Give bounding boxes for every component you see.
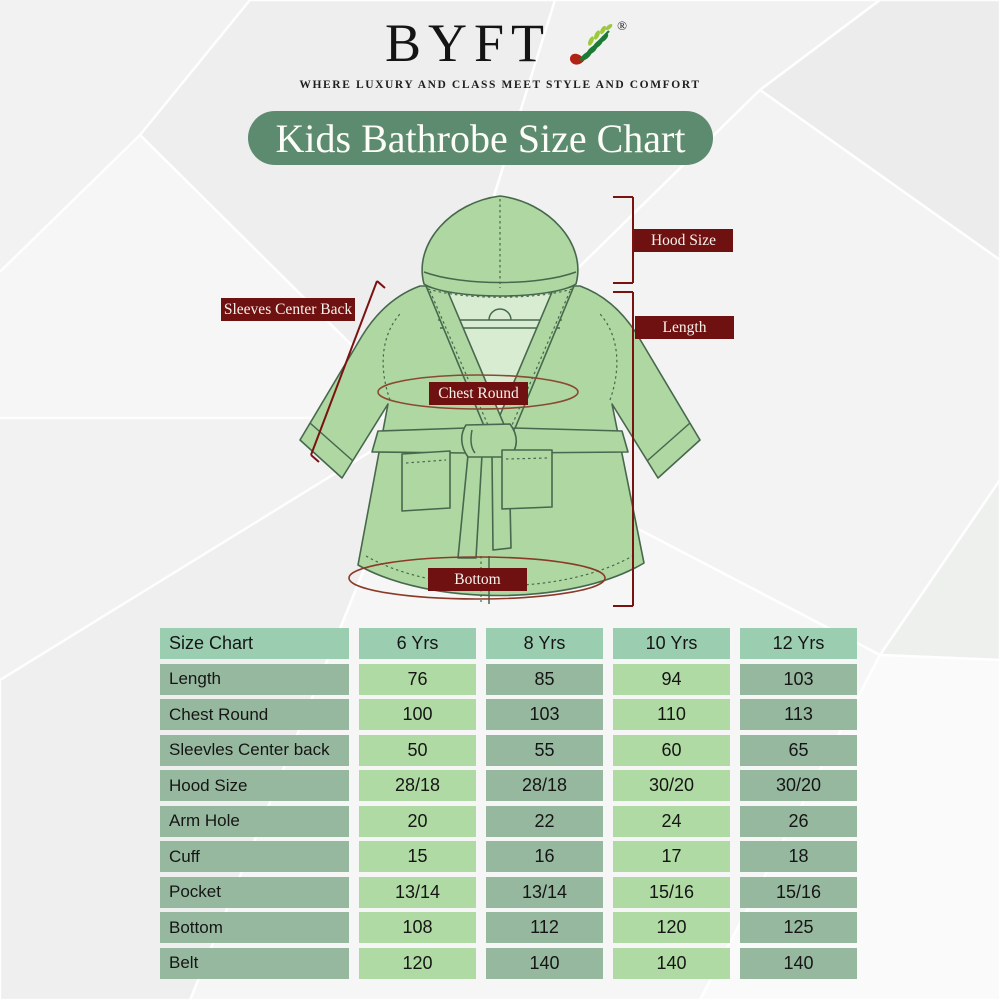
row-label: Cuff [160, 841, 349, 872]
label-bottom: Bottom [428, 568, 527, 591]
size-value: 140 [486, 947, 603, 979]
column-header: 6 Yrs [359, 628, 476, 659]
size-value: 20 [359, 805, 476, 837]
label-sleeves-center-back: Sleeves Center Back [221, 298, 355, 321]
bottom-ellipse [348, 556, 606, 600]
size-value: 94 [613, 663, 730, 695]
size-value: 28/18 [486, 770, 603, 801]
size-value: 112 [486, 912, 603, 943]
size-value: 18 [740, 841, 857, 872]
size-value: 13/14 [359, 876, 476, 908]
size-value: 17 [613, 841, 730, 872]
size-value: 120 [613, 912, 730, 943]
label-chest-round: Chest Round [429, 382, 528, 405]
size-value: 110 [613, 699, 730, 730]
size-value: 103 [486, 699, 603, 730]
size-value: 120 [359, 947, 476, 979]
size-value: 13/14 [486, 876, 603, 908]
row-label: Hood Size [160, 770, 349, 801]
leaf-branch-icon [569, 24, 613, 65]
hood-size-bracket [613, 196, 634, 284]
sleeves-measure-line [310, 280, 386, 463]
label-length: Length [635, 316, 734, 339]
size-table: Size Chart 6 Yrs 8 Yrs 10 Yrs 12 Yrs Length 76… [160, 628, 857, 979]
measurement-lines [310, 196, 634, 607]
brand-tagline: WHERE LUXURY AND CLASS MEET STYLE AND CO… [299, 79, 701, 91]
row-label: Sleevles Center back [160, 734, 349, 766]
length-bracket [613, 291, 634, 607]
row-label: Belt [160, 947, 349, 979]
size-value: 103 [740, 663, 857, 695]
size-value: 60 [613, 734, 730, 766]
size-value: 30/20 [613, 770, 730, 801]
row-label: Chest Round [160, 699, 349, 730]
column-header: 12 Yrs [740, 628, 857, 659]
column-header: 8 Yrs [486, 628, 603, 659]
brand-logo-text: BYFT [384, 13, 552, 73]
size-value: 65 [740, 734, 857, 766]
size-value: 16 [486, 841, 603, 872]
size-value: 15/16 [740, 876, 857, 908]
registered-mark: ® [617, 18, 628, 33]
size-value: 26 [740, 805, 857, 837]
size-value: 140 [613, 947, 730, 979]
row-label: Arm Hole [160, 805, 349, 837]
size-value: 108 [359, 912, 476, 943]
row-label: Length [160, 663, 349, 695]
row-label: Bottom [160, 912, 349, 943]
chest-round-ellipse [377, 374, 579, 410]
size-value: 30/20 [740, 770, 857, 801]
table-title: Size Chart [160, 628, 349, 659]
column-header: 10 Yrs [613, 628, 730, 659]
brand-logo: BYFT ® [384, 13, 627, 73]
brand-header: BYFT ® WHERE LUXURY AND CLASS MEET STYLE [0, 16, 1000, 91]
bathrobe-illustration [299, 195, 701, 604]
size-value: 76 [359, 663, 476, 695]
size-value: 85 [486, 663, 603, 695]
size-value: 28/18 [359, 770, 476, 801]
size-value: 140 [740, 947, 857, 979]
brand-leaf-icon: ® [565, 18, 627, 70]
size-value: 22 [486, 805, 603, 837]
size-value: 15/16 [613, 876, 730, 908]
size-value: 15 [359, 841, 476, 872]
label-hood-size: Hood Size [634, 229, 733, 252]
size-value: 50 [359, 734, 476, 766]
page-title: Kids Bathrobe Size Chart [248, 111, 713, 165]
size-value: 100 [359, 699, 476, 730]
row-label: Pocket [160, 876, 349, 908]
size-value: 55 [486, 734, 603, 766]
size-value: 24 [613, 805, 730, 837]
size-value: 113 [740, 699, 857, 730]
size-value: 125 [740, 912, 857, 943]
